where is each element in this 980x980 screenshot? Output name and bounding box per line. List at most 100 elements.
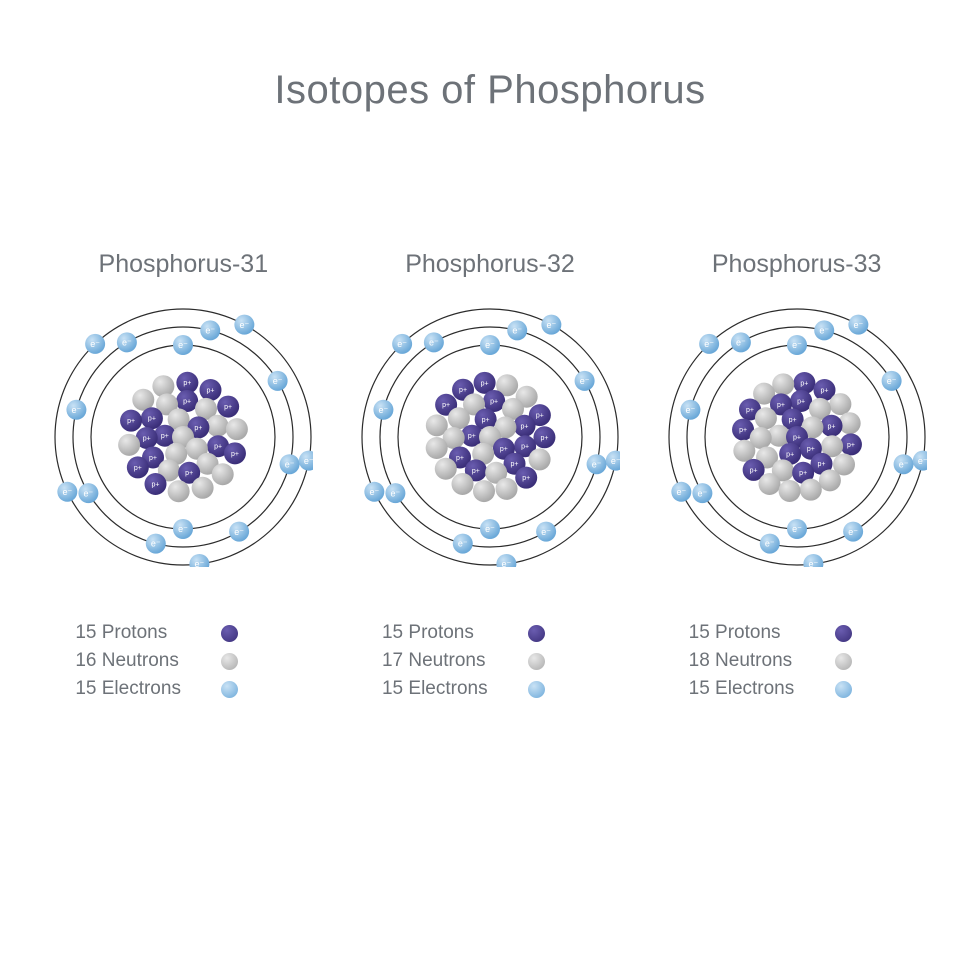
svg-text:p+: p+ <box>161 433 169 440</box>
svg-text:p+: p+ <box>184 380 192 387</box>
electron-dot-icon <box>221 681 238 698</box>
svg-text:p+: p+ <box>786 451 794 458</box>
svg-text:e⁻: e⁻ <box>390 488 400 498</box>
svg-text:e⁻: e⁻ <box>485 340 495 350</box>
svg-text:e⁻: e⁻ <box>512 326 522 336</box>
svg-text:e⁻: e⁻ <box>379 405 389 415</box>
svg-text:p+: p+ <box>148 416 156 423</box>
legend-protons: 15 Protons <box>689 622 852 644</box>
svg-text:p+: p+ <box>746 407 754 414</box>
legend-electrons: 15 Electrons <box>75 678 238 700</box>
svg-text:e⁻: e⁻ <box>458 539 468 549</box>
svg-text:e⁻: e⁻ <box>592 459 602 469</box>
svg-text:p+: p+ <box>207 387 215 394</box>
legend: 15 Protons 17 Neutrons 15 Electrons <box>382 622 545 700</box>
svg-text:e⁻: e⁻ <box>429 338 439 348</box>
svg-text:p+: p+ <box>224 404 232 411</box>
legend-electrons: 15 Electrons <box>382 678 545 700</box>
svg-text:e⁻: e⁻ <box>736 338 746 348</box>
svg-text:e⁻: e⁻ <box>178 524 188 534</box>
svg-text:p+: p+ <box>183 398 191 405</box>
svg-text:e⁻: e⁻ <box>501 559 511 567</box>
isotope-name-label: Phosphorus-33 <box>712 250 882 279</box>
svg-text:p+: p+ <box>739 427 747 434</box>
legend-neutrons: 16 Neutrons <box>75 650 238 672</box>
svg-text:p+: p+ <box>797 398 805 405</box>
svg-text:e⁻: e⁻ <box>63 487 73 497</box>
svg-text:e⁻: e⁻ <box>697 488 707 498</box>
atom-diagram: p+p+p+p+p+p+p+p+p+p+p+p+p+p+p+e⁻e⁻e⁻e⁻e⁻… <box>667 307 927 567</box>
legend-neutrons: 18 Neutrons <box>689 650 852 672</box>
svg-text:e⁻: e⁻ <box>886 376 896 386</box>
svg-text:p+: p+ <box>800 381 808 388</box>
svg-text:p+: p+ <box>788 417 796 424</box>
legend-protons: 15 Protons <box>382 622 545 644</box>
svg-text:p+: p+ <box>152 481 160 488</box>
svg-text:e⁻: e⁻ <box>792 340 802 350</box>
svg-text:e⁻: e⁻ <box>235 527 245 537</box>
legend: 15 Protons 16 Neutrons 15 Electrons <box>75 622 238 700</box>
svg-text:p+: p+ <box>482 417 490 424</box>
svg-text:e⁻: e⁻ <box>676 487 686 497</box>
atom-diagram: p+p+p+p+p+p+p+p+p+p+p+p+p+p+p+e⁻e⁻e⁻e⁻e⁻… <box>360 307 620 567</box>
svg-text:p+: p+ <box>522 475 530 482</box>
svg-text:p+: p+ <box>827 423 835 430</box>
svg-text:e⁻: e⁻ <box>285 459 295 469</box>
proton-dot-icon <box>528 625 545 642</box>
proton-dot-icon <box>835 625 852 642</box>
svg-text:e⁻: e⁻ <box>369 487 379 497</box>
svg-text:e⁻: e⁻ <box>580 376 590 386</box>
svg-text:e⁻: e⁻ <box>918 456 927 466</box>
isotope-name-label: Phosphorus-32 <box>405 250 575 279</box>
svg-text:p+: p+ <box>521 423 529 430</box>
svg-text:e⁻: e⁻ <box>195 559 205 567</box>
legend-text: 17 Neutrons <box>382 650 502 672</box>
svg-text:p+: p+ <box>127 418 135 425</box>
svg-text:e⁻: e⁻ <box>819 326 829 336</box>
svg-text:p+: p+ <box>459 387 467 394</box>
svg-text:p+: p+ <box>540 435 548 442</box>
svg-text:e⁻: e⁻ <box>848 527 858 537</box>
svg-text:e⁻: e⁻ <box>397 339 407 349</box>
svg-text:e⁻: e⁻ <box>541 527 551 537</box>
svg-text:e⁻: e⁻ <box>273 376 283 386</box>
svg-text:e⁻: e⁻ <box>91 339 101 349</box>
svg-text:e⁻: e⁻ <box>611 456 620 466</box>
legend-text: 15 Protons <box>689 622 809 644</box>
isotope-panel: Phosphorus-31 p+p+p+p+p+p+p+p+p+p+p+p+p+… <box>33 250 333 700</box>
svg-text:p+: p+ <box>186 470 194 477</box>
svg-text:p+: p+ <box>793 434 801 441</box>
electron-dot-icon <box>835 681 852 698</box>
legend-text: 15 Protons <box>75 622 195 644</box>
neutron-dot-icon <box>835 653 852 670</box>
isotope-name-label: Phosphorus-31 <box>99 250 269 279</box>
svg-text:p+: p+ <box>472 468 480 475</box>
legend-protons: 15 Protons <box>75 622 238 644</box>
svg-text:p+: p+ <box>820 387 828 394</box>
electron-dot-icon <box>528 681 545 698</box>
legend-neutrons: 17 Neutrons <box>382 650 545 672</box>
svg-text:e⁻: e⁻ <box>122 338 132 348</box>
svg-text:p+: p+ <box>799 470 807 477</box>
svg-text:p+: p+ <box>817 461 825 468</box>
svg-text:e⁻: e⁻ <box>178 340 188 350</box>
isotope-row: Phosphorus-31 p+ p+ p+ p+ p+ p+ p+ p+ p+ p+ p+ p+ p+… <box>0 250 980 700</box>
svg-text:e⁻: e⁻ <box>898 459 908 469</box>
svg-text:e⁻: e⁻ <box>546 320 556 330</box>
legend-electrons: 15 Electrons <box>689 678 852 700</box>
legend-text: 16 Neutrons <box>75 650 195 672</box>
svg-text:p+: p+ <box>468 433 476 440</box>
svg-text:e⁻: e⁻ <box>151 539 161 549</box>
neutron-dot-icon <box>528 653 545 670</box>
svg-text:p+: p+ <box>490 398 498 405</box>
svg-text:p+: p+ <box>847 442 855 449</box>
svg-text:p+: p+ <box>749 467 757 474</box>
svg-text:p+: p+ <box>481 380 489 387</box>
isotope-panel: Phosphorus-33 p+ p+ p+ p+ p+ p+ p+ p+ p+ p+ p+ p+ p+… <box>647 250 947 700</box>
svg-text:e⁻: e⁻ <box>808 559 818 567</box>
svg-text:e⁻: e⁻ <box>84 488 94 498</box>
svg-text:p+: p+ <box>231 451 239 458</box>
svg-text:p+: p+ <box>807 446 815 453</box>
svg-text:e⁻: e⁻ <box>853 320 863 330</box>
legend-text: 15 Electrons <box>689 678 809 700</box>
